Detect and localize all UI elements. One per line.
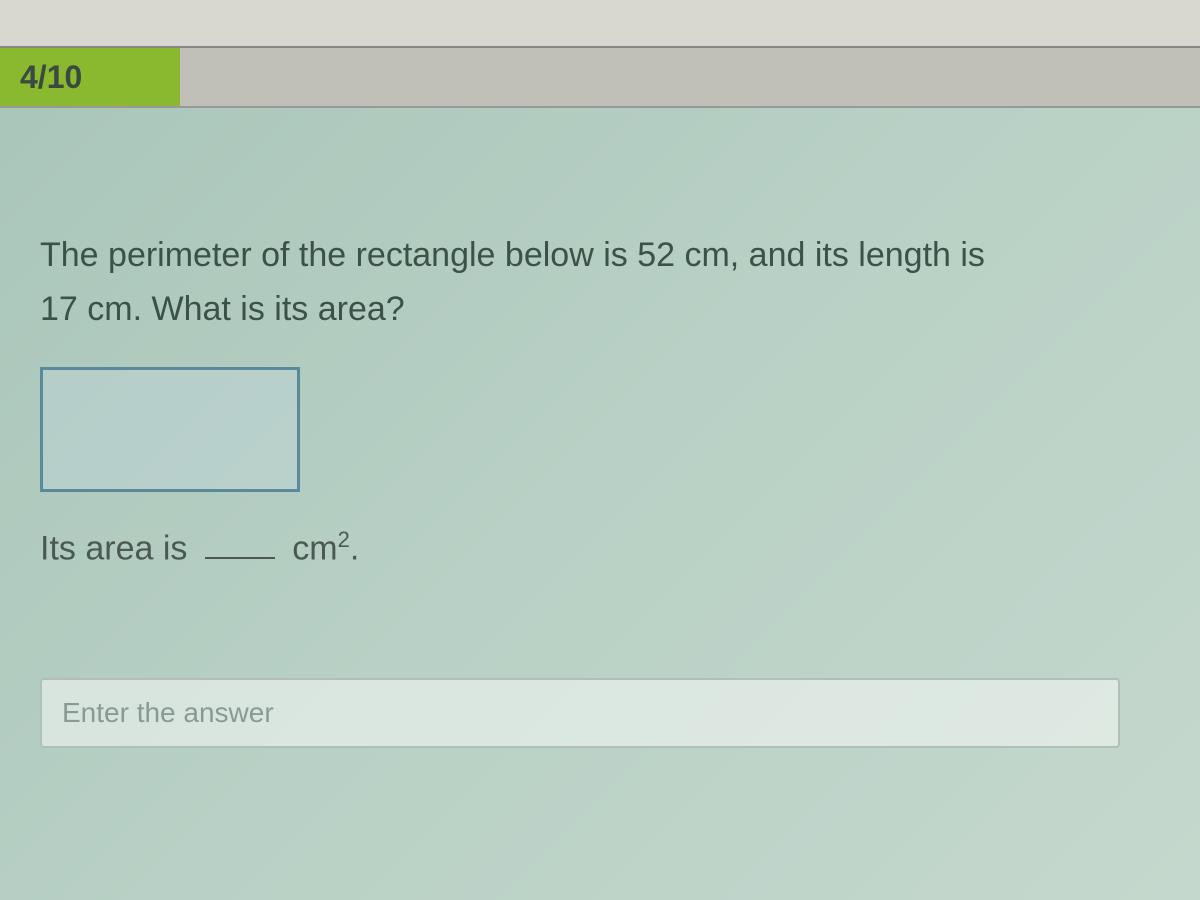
answer-input[interactable]	[40, 678, 1120, 748]
answer-prefix: Its area is	[40, 529, 187, 567]
question-line-1: The perimeter of the rectangle below is …	[40, 236, 985, 274]
answer-suffix: .	[350, 529, 359, 567]
answer-unit-base: cm	[292, 529, 337, 567]
answer-blank	[205, 557, 275, 559]
answer-unit-exponent: 2	[338, 527, 350, 552]
question-content: The perimeter of the rectangle below is …	[0, 108, 1200, 788]
progress-label: 4/10	[20, 59, 82, 96]
question-text: The perimeter of the rectangle below is …	[40, 228, 1160, 337]
progress-bar-track: 4/10	[0, 48, 1200, 108]
progress-bar-fill: 4/10	[0, 48, 180, 106]
top-bar	[0, 0, 1200, 48]
rectangle-diagram	[40, 367, 300, 492]
question-line-2: 17 cm. What is its area?	[40, 290, 405, 328]
answer-sentence: Its area is cm2.	[40, 527, 1160, 568]
